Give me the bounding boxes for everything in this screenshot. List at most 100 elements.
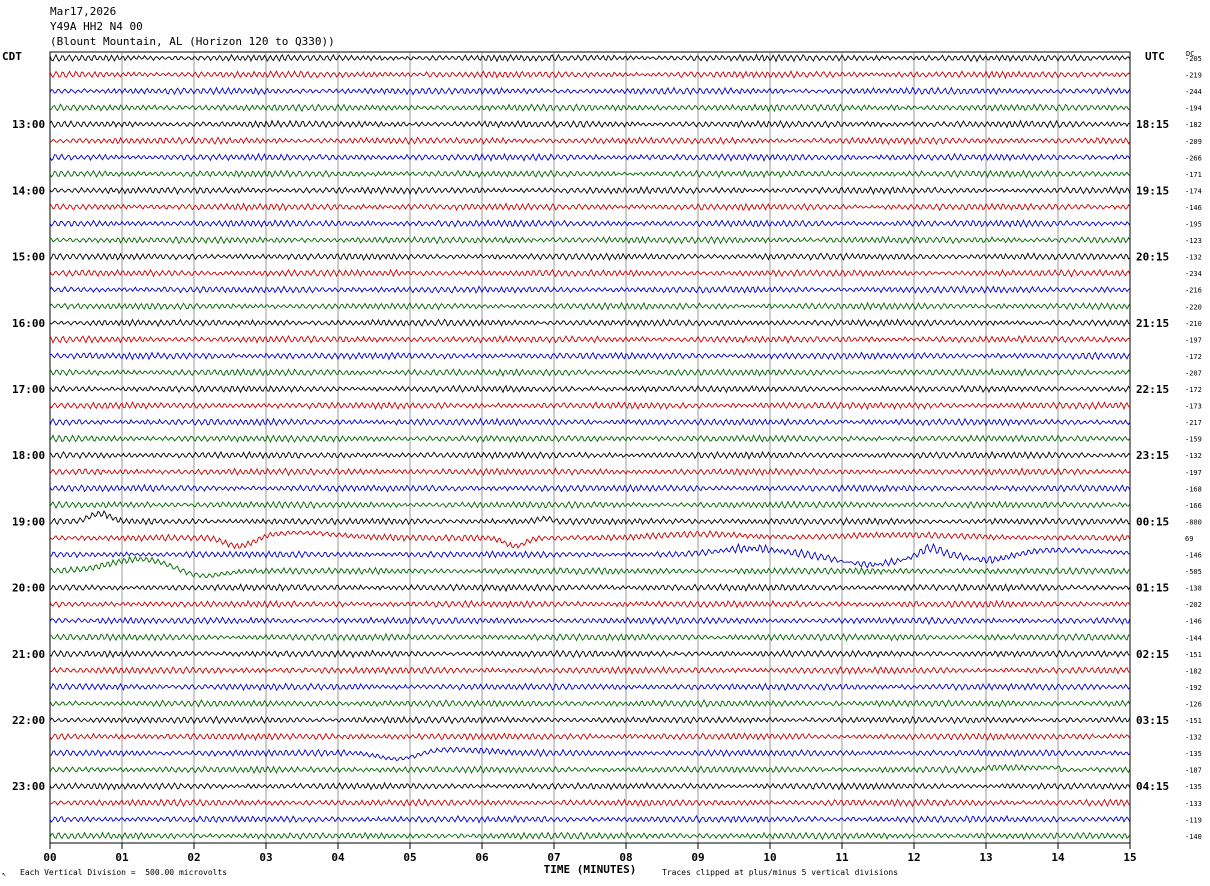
dc-offset-label: -171 <box>1185 171 1202 179</box>
corner-mark-icon: ↖ <box>2 870 7 878</box>
dc-offset-label: -210 <box>1185 320 1202 328</box>
dc-offset-label: -505 <box>1185 568 1202 576</box>
left-hour-label: 18:00 <box>12 449 45 462</box>
seismic-trace <box>49 616 1131 626</box>
x-tick-label: 10 <box>763 851 776 864</box>
seismic-trace <box>49 70 1131 80</box>
seismic-trace <box>49 119 1131 129</box>
dc-offset-label: -219 <box>1185 72 1202 80</box>
right-timezone-label: UTC <box>1145 50 1165 63</box>
dc-offset-label: -173 <box>1185 403 1202 411</box>
x-tick-label: 08 <box>619 851 632 864</box>
seismic-trace <box>49 555 1131 579</box>
dc-offset-label: -146 <box>1185 552 1202 560</box>
dc-offset-label: -244 <box>1185 88 1202 96</box>
seismic-trace <box>49 268 1131 278</box>
dc-offset-label: -146 <box>1185 618 1202 626</box>
dc-offset-label: -202 <box>1185 601 1202 609</box>
dc-offset-label: -144 <box>1185 634 1202 642</box>
dc-offset-label: -194 <box>1185 105 1202 113</box>
right-hour-label: 03:15 <box>1136 714 1169 727</box>
dc-offset-label: -197 <box>1185 336 1202 344</box>
dc-offset-label: -182 <box>1185 667 1202 675</box>
dc-offset-label: -174 <box>1185 187 1202 195</box>
dc-offset-label: -140 <box>1185 833 1202 841</box>
seismic-trace <box>49 152 1131 163</box>
header-station: Y49A HH2 N4 00 <box>50 20 143 33</box>
dc-offset-label: -132 <box>1185 254 1202 262</box>
x-tick-label: 07 <box>547 851 560 864</box>
seismic-trace <box>49 530 1131 550</box>
seismic-trace <box>49 367 1131 378</box>
seismic-trace <box>49 632 1131 642</box>
right-hour-label: 19:15 <box>1136 184 1169 197</box>
seismic-trace <box>49 542 1131 569</box>
seismic-trace <box>49 483 1131 493</box>
seismic-trace <box>49 665 1131 676</box>
seismic-trace <box>49 235 1131 245</box>
dc-offset-label: 69 <box>1185 535 1193 543</box>
left-hour-label: 16:00 <box>12 317 45 330</box>
scale-note: Each Vertical Division = 500.00 microvol… <box>20 868 228 877</box>
seismic-trace <box>49 500 1131 510</box>
right-hour-label: 21:15 <box>1136 317 1169 330</box>
dc-offset-label: -205 <box>1185 55 1202 63</box>
dc-offset-label: -126 <box>1185 700 1202 708</box>
seismic-trace <box>49 252 1131 262</box>
dc-label: DC <box>1186 50 1195 58</box>
dc-offset-label: -234 <box>1185 270 1202 278</box>
seismic-trace <box>49 417 1131 427</box>
left-hour-label: 17:00 <box>12 383 45 396</box>
left-hour-label: 13:00 <box>12 118 45 131</box>
right-hour-label: 22:15 <box>1136 383 1169 396</box>
x-tick-label: 11 <box>835 851 849 864</box>
dc-offset-label: -172 <box>1185 386 1202 394</box>
dc-offset-label: -217 <box>1185 419 1202 427</box>
seismic-trace <box>49 219 1131 228</box>
dc-offset-label: -119 <box>1185 816 1202 824</box>
clip-note: Traces clipped at plus/minus 5 vertical … <box>662 868 899 877</box>
seismic-trace <box>49 53 1131 63</box>
seismic-trace <box>49 434 1131 444</box>
x-tick-label: 09 <box>691 851 704 864</box>
seismic-trace <box>49 86 1131 96</box>
dc-offset-label: -151 <box>1185 717 1202 725</box>
dc-offset-label: -209 <box>1185 138 1202 146</box>
left-hour-label: 22:00 <box>12 714 45 727</box>
seismic-trace <box>49 467 1131 477</box>
seismic-trace <box>49 202 1131 212</box>
seismic-trace <box>49 831 1131 841</box>
dc-offset-label: -168 <box>1185 485 1202 493</box>
seismic-trace <box>49 698 1131 708</box>
header-date: Mar17,2026 <box>50 5 117 18</box>
dc-offset-label: -123 <box>1185 237 1202 245</box>
dc-offset-label: -133 <box>1185 800 1202 808</box>
dc-offset-label: -135 <box>1185 783 1202 791</box>
seismic-trace <box>49 732 1131 742</box>
dc-offset-label: -216 <box>1185 287 1202 295</box>
left-hour-label: 19:00 <box>12 515 45 528</box>
dc-offset-label: -138 <box>1185 585 1202 593</box>
left-hour-label: 20:00 <box>12 582 45 595</box>
dc-offset-label: -166 <box>1185 502 1202 510</box>
x-axis-label: TIME (MINUTES) <box>544 863 637 876</box>
seismic-trace <box>49 400 1131 411</box>
dc-offset-label: -159 <box>1185 436 1202 444</box>
x-tick-label: 14 <box>1051 851 1065 864</box>
dc-offset-label: -266 <box>1185 154 1202 162</box>
dc-offset-label: -132 <box>1185 734 1202 742</box>
dc-offset-label: -135 <box>1185 750 1202 758</box>
left-hour-label: 21:00 <box>12 648 45 661</box>
dc-offset-label: -195 <box>1185 221 1202 229</box>
right-hour-label: 18:15 <box>1136 118 1169 131</box>
seismic-trace <box>49 682 1131 692</box>
left-hour-label: 15:00 <box>12 251 45 264</box>
seismic-trace <box>49 599 1131 609</box>
seismic-trace <box>49 715 1131 725</box>
dc-offset-label: -172 <box>1185 353 1202 361</box>
left-hour-label: 14:00 <box>12 184 45 197</box>
seismic-trace <box>49 450 1131 460</box>
dc-offset-label: -151 <box>1185 651 1202 659</box>
x-tick-label: 01 <box>115 851 129 864</box>
left-hour-label: 23:00 <box>12 780 45 793</box>
